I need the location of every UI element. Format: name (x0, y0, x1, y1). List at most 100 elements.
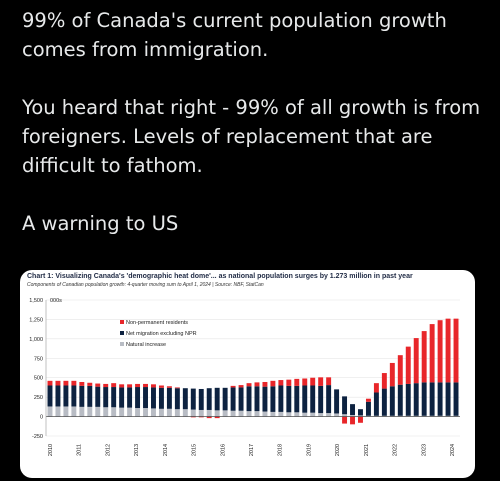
bar-net-migration (111, 387, 117, 408)
bar-non-permanent (127, 384, 133, 388)
bar-net-migration (326, 385, 332, 414)
bar-net-migration (294, 385, 300, 413)
x-tick-label: 2023 (421, 444, 427, 456)
bar-non-permanent (350, 416, 355, 425)
bar-natural-increase (206, 409, 212, 417)
x-tick-label: 2010 (48, 444, 54, 456)
bar-net-migration (166, 387, 172, 409)
bar-non-permanent (310, 377, 316, 386)
legend-swatch (120, 331, 124, 335)
bar-net-migration (198, 388, 204, 410)
legend-label: Natural increase (126, 342, 166, 348)
bar-natural-increase (302, 412, 308, 417)
bar-non-permanent (302, 378, 308, 386)
bar-natural-increase (238, 410, 244, 417)
bar-natural-increase (358, 415, 363, 417)
bar-non-permanent (79, 381, 85, 386)
y-tick-label: 1,250 (29, 317, 43, 323)
bar-natural-increase (174, 409, 180, 417)
x-tick-label: 2021 (364, 444, 370, 456)
bar-natural-increase (254, 411, 260, 417)
bar-non-permanent (429, 324, 435, 383)
bar-natural-increase (151, 408, 156, 417)
bar-natural-increase (222, 410, 228, 417)
bar-natural-increase (182, 409, 188, 417)
bar-non-permanent (198, 416, 204, 418)
bar-net-migration (278, 385, 284, 412)
bar-non-permanent (230, 385, 236, 388)
bar-net-migration (254, 386, 260, 412)
post-text: 99% of Canada's current population growt… (22, 6, 492, 238)
bar-net-migration (373, 392, 379, 416)
x-tick-label: 2017 (249, 444, 255, 456)
x-tick-label: 2018 (278, 444, 284, 456)
bar-net-migration (437, 382, 443, 416)
x-tick-label: 2015 (192, 444, 198, 456)
bar-non-permanent (206, 416, 212, 419)
bar-natural-increase (294, 412, 300, 417)
bar-net-migration (334, 389, 340, 414)
bar-net-migration (445, 382, 451, 416)
bar-non-permanent (397, 355, 403, 385)
bar-natural-increase (453, 415, 459, 417)
bar-non-permanent (246, 383, 252, 387)
bar-non-permanent (286, 379, 292, 386)
x-tick-label: 2024 (450, 444, 456, 456)
post-line-2: You heard that right - 99% of all growth… (22, 96, 481, 177)
bar-non-permanent (278, 380, 284, 386)
bar-net-migration (365, 401, 371, 416)
bar-net-migration (47, 385, 53, 407)
bar-non-permanent (190, 416, 196, 418)
unit-label: 000s (50, 298, 62, 304)
bar-natural-increase (326, 413, 332, 417)
bar-natural-increase (127, 407, 133, 417)
chart-image-card[interactable]: Chart 1: Visualizing Canada's 'demograph… (20, 270, 475, 478)
bar-non-permanent (381, 373, 387, 389)
bar-natural-increase (214, 410, 220, 417)
bar-natural-increase (342, 414, 348, 417)
bar-natural-increase (365, 415, 371, 417)
bar-natural-increase (381, 415, 387, 417)
bar-non-permanent (135, 383, 141, 388)
bar-net-migration (127, 387, 133, 408)
bar-non-permanent (318, 377, 324, 386)
bar-non-permanent (270, 380, 276, 387)
bar-natural-increase (79, 406, 85, 417)
bar-non-permanent (254, 382, 260, 387)
bar-natural-increase (135, 408, 141, 417)
bar-natural-increase (429, 415, 435, 417)
bar-net-migration (397, 384, 403, 416)
bar-net-migration (190, 388, 196, 410)
bar-net-migration (350, 404, 355, 416)
bar-natural-increase (413, 415, 419, 417)
bar-natural-increase (334, 413, 340, 417)
bar-natural-increase (397, 415, 403, 417)
bar-natural-increase (230, 410, 236, 417)
bar-net-migration (143, 387, 148, 409)
legend-label: Non-permanent residents (126, 320, 188, 326)
bar-natural-increase (270, 411, 276, 417)
x-tick-label: 2014 (163, 444, 169, 456)
bar-net-migration (222, 387, 228, 411)
bar-non-permanent (158, 385, 164, 388)
bar-natural-increase (445, 415, 451, 417)
bar-natural-increase (286, 412, 292, 417)
bar-non-permanent (294, 378, 300, 386)
bar-natural-increase (405, 415, 411, 417)
legend-label: Net migration excluding NPR (126, 331, 197, 337)
bar-net-migration (63, 385, 69, 407)
y-tick-label: 1,500 (29, 298, 43, 304)
bar-net-migration (302, 385, 308, 413)
bar-non-permanent (437, 320, 443, 383)
bar-natural-increase (87, 406, 93, 417)
legend-swatch (120, 320, 124, 324)
population-growth-chart: -250 0 250 500 750 1,000 1,250 1,500 000s 2010 201… (29, 298, 460, 456)
bar-non-permanent (87, 382, 93, 386)
bar-natural-increase (71, 406, 77, 417)
bar-non-permanent (95, 383, 101, 387)
bar-natural-increase (373, 415, 379, 417)
x-tick-label: 2013 (134, 444, 140, 456)
bar-net-migration (429, 382, 435, 416)
bar-natural-increase (166, 408, 172, 417)
bar-non-permanent (445, 318, 451, 383)
